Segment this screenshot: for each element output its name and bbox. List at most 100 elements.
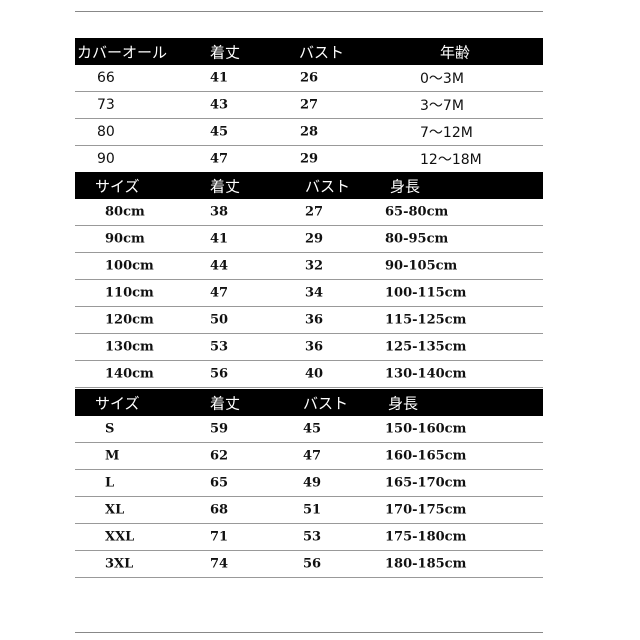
table-cell: 45 [303,421,322,437]
table-row: 66 41 26 0〜3M [75,65,543,92]
table-cell: 68 [210,502,229,518]
column-header: 着丈 [210,394,241,412]
column-header: カバーオール [77,43,168,61]
table-cell: 110cm [105,285,154,301]
column-header: 身長 [388,394,419,412]
table-cell: 28 [300,124,319,140]
table-row: 73 43 27 3〜7M [75,92,543,119]
column-header: 年齢 [440,43,471,61]
table-cell: 80cm [105,204,145,220]
column-header: バスト [305,177,351,195]
table-cell: 27 [305,204,324,220]
table-cell: 44 [210,258,229,274]
table-cell: 47 [210,285,229,301]
table-cell: 56 [210,366,229,382]
table-cell: 73 [97,97,115,113]
table-cell: 65-80cm [385,204,449,220]
table-cell: 71 [210,529,229,545]
table-cell: XL [105,502,125,518]
table-row: 80 45 28 7〜12M [75,119,543,146]
table-cell: 34 [305,285,324,301]
table-cell: 125-135cm [385,339,467,355]
table-cell: 170-175cm [385,502,467,518]
table-cell: 165-170cm [385,475,467,491]
table-cell: 53 [210,339,229,355]
table-cell: 130-140cm [385,366,467,382]
table-cell: 80 [97,124,115,140]
table-cell: 90cm [105,231,145,247]
column-header: 着丈 [210,43,241,61]
table-cell: 47 [303,448,322,464]
table-cell: 56 [303,556,322,572]
table-cell: 41 [210,231,229,247]
table-row: 120cm 50 36 115-125cm [75,307,543,334]
table-cell: 100-115cm [385,285,467,301]
table-cell: 120cm [105,312,154,328]
table-cell: 41 [210,70,229,86]
table-cell: 130cm [105,339,154,355]
table-cell: 115-125cm [385,312,467,328]
size-table-section: カバーオール 着丈 バスト 年齢 66 41 26 0〜3M 73 43 27 3〜7M 80 45 28 7… [75,38,543,173]
table-cell: 45 [210,124,229,140]
table-row: XXL 71 53 175-180cm [75,524,543,551]
table-cell: 51 [303,502,322,518]
table-cell: 180-185cm [385,556,467,572]
table-cell: 100cm [105,258,154,274]
table-row: 140cm 56 40 130-140cm [75,361,543,388]
table-cell: 50 [210,312,229,328]
table-cell: 32 [305,258,324,274]
table-row: XL 68 51 170-175cm [75,497,543,524]
column-header: バスト [303,394,349,412]
table-cell: 7〜12M [420,125,473,141]
table-row: 110cm 47 34 100-115cm [75,280,543,307]
table-cell: 66 [97,70,115,86]
table-cell: 140cm [105,366,154,382]
table-cell: 36 [305,339,324,355]
table-cell: 0〜3M [420,71,464,87]
table-cell: S [105,421,115,437]
column-header: 着丈 [210,177,241,195]
table-cell: M [105,448,120,464]
table-cell: 38 [210,204,229,220]
column-header: サイズ [95,177,140,195]
table-header: カバーオール 着丈 バスト 年齢 [75,38,543,65]
table-cell: 90-105cm [385,258,458,274]
table-cell: 29 [305,231,324,247]
table-cell: 12〜18M [420,152,482,168]
table-row: 130cm 53 36 125-135cm [75,334,543,361]
table-row: S 59 45 150-160cm [75,416,543,443]
table-cell: 53 [303,529,322,545]
table-cell: 36 [305,312,324,328]
table-cell: 3XL [105,556,134,572]
table-cell: XXL [105,529,135,545]
table-cell: 59 [210,421,229,437]
column-header: バスト [299,43,345,61]
table-cell: 160-165cm [385,448,467,464]
table-row: M 62 47 160-165cm [75,443,543,470]
table-cell: 49 [303,475,322,491]
table-header: サイズ 着丈 バスト 身長 [75,389,543,416]
table-cell: 26 [300,70,319,86]
table-cell: 62 [210,448,229,464]
column-header: サイズ [95,394,140,412]
table-cell: 29 [300,151,319,167]
table-cell: 65 [210,475,229,491]
table-cell: 47 [210,151,229,167]
table-cell: 90 [97,151,115,167]
table-cell: 27 [300,97,319,113]
table-row: 100cm 44 32 90-105cm [75,253,543,280]
table-header: サイズ 着丈 バスト 身長 [75,172,543,199]
table-row: 90 47 29 12〜18M [75,146,543,173]
table-row: 3XL 74 56 180-185cm [75,551,543,578]
table-cell: L [105,475,115,491]
table-row: 90cm 41 29 80-95cm [75,226,543,253]
table-cell: 80-95cm [385,231,449,247]
size-table-section: サイズ 着丈 バスト 身長 80cm 38 27 65-80cm 90cm 41 29 80-95cm… [75,172,543,388]
table-cell: 43 [210,97,229,113]
table-cell: 3〜7M [420,98,464,114]
table-row: L 65 49 165-170cm [75,470,543,497]
column-header: 身長 [390,177,421,195]
table-row: 80cm 38 27 65-80cm [75,199,543,226]
table-cell: 175-180cm [385,529,467,545]
size-table-section: サイズ 着丈 バスト 身長 S 59 45 150-160cm M 62 47 160-165cm L 6… [75,389,543,578]
